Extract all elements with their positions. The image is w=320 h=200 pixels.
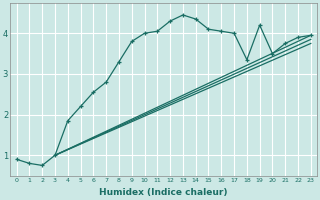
X-axis label: Humidex (Indice chaleur): Humidex (Indice chaleur) (100, 188, 228, 197)
